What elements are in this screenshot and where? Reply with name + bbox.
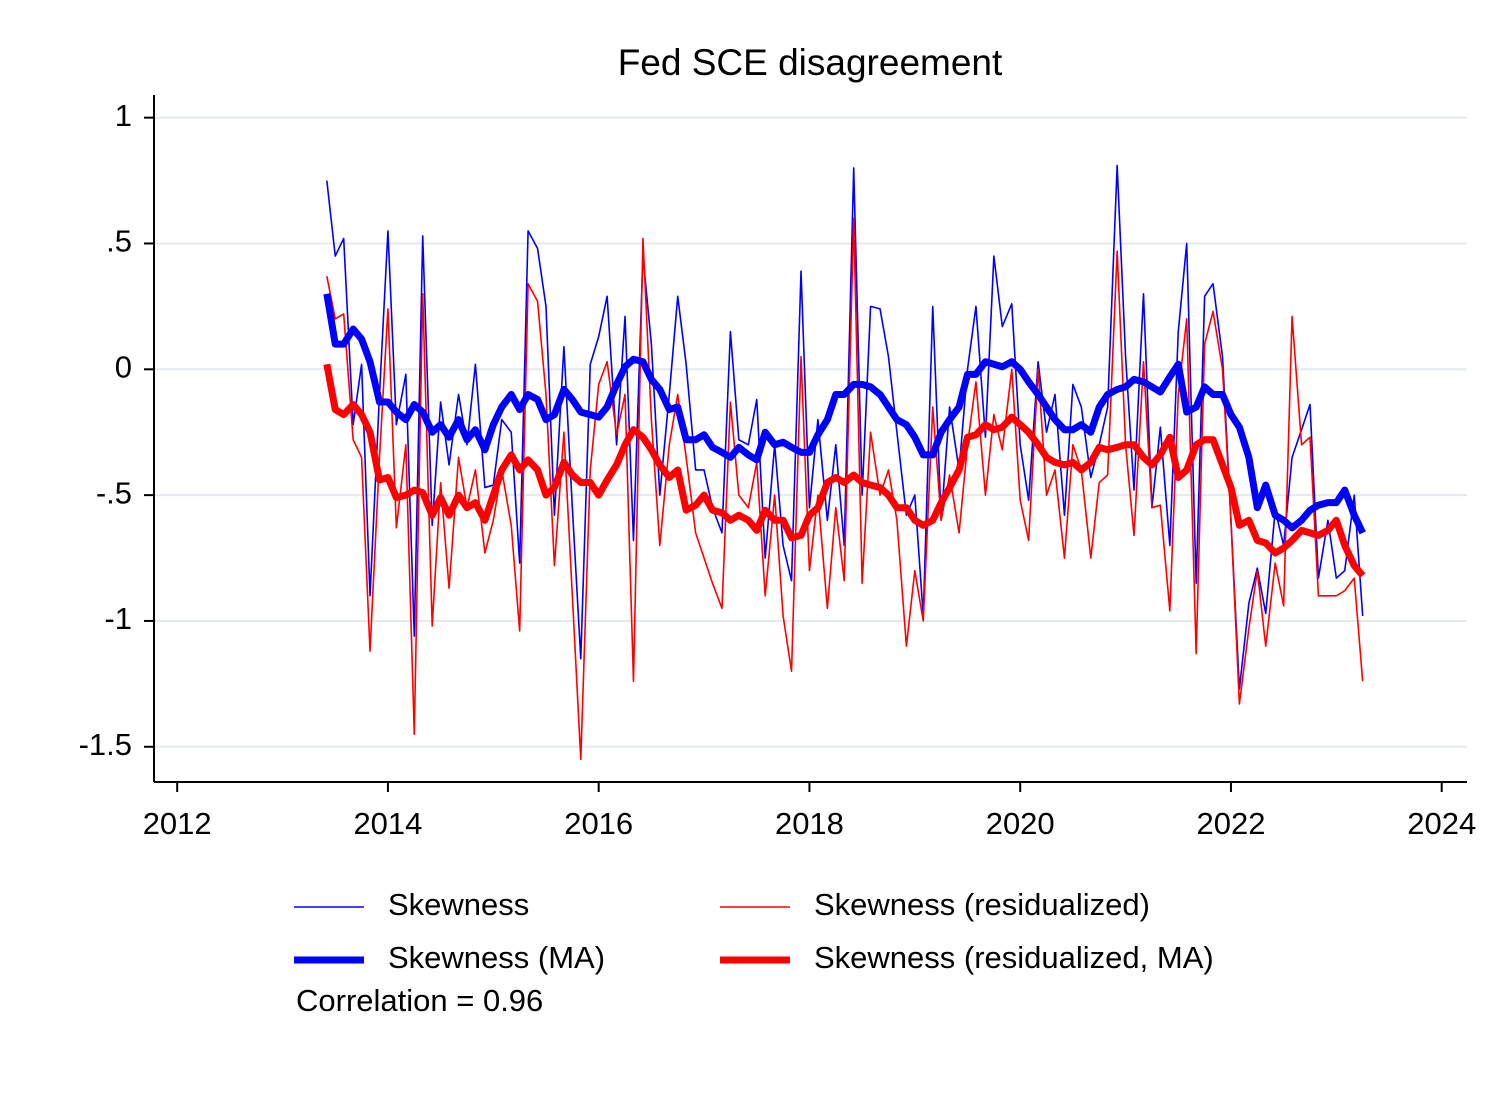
legend-label: Skewness (residualized, MA) (814, 940, 1214, 975)
y-tick-label: -.5 (96, 475, 132, 510)
y-tick-label: .5 (106, 224, 132, 259)
series-line (323, 293, 1366, 535)
x-tick-label: 2022 (1196, 806, 1265, 841)
x-tick-label: 2018 (775, 806, 844, 841)
legend-item: Skewness (residualized) (720, 887, 1150, 922)
chart-title: Fed SCE disagreement (618, 42, 1003, 83)
legend-label: Skewness (388, 887, 529, 922)
legend-label: Skewness (MA) (388, 940, 605, 975)
series-line (323, 363, 1366, 578)
legend-label: Skewness (residualized) (814, 887, 1150, 922)
y-tick-label: 1 (115, 98, 132, 133)
y-tick-label: 0 (115, 349, 132, 384)
legend-item: Skewness (MA) (294, 940, 605, 975)
x-tick-label: 2014 (353, 806, 422, 841)
legend-item: Skewness (residualized, MA) (720, 940, 1214, 975)
x-tick-label: 2012 (143, 806, 212, 841)
y-tick-label: -1 (104, 601, 132, 636)
y-tick-label: -1.5 (79, 727, 132, 762)
x-tick-label: 2016 (564, 806, 633, 841)
legend-item: Skewness (294, 887, 529, 922)
series-line (326, 164, 1364, 690)
x-tick-label: 2020 (986, 806, 1055, 841)
annotation: Correlation = 0.96 (296, 983, 543, 1018)
x-tick-label: 2024 (1407, 806, 1476, 841)
